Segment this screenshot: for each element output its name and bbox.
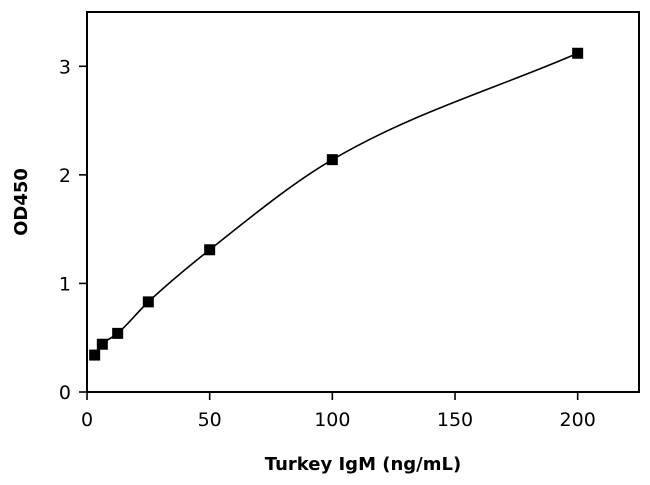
x-tick-label: 0 [81, 409, 93, 431]
data-point [89, 349, 101, 361]
data-point [326, 154, 338, 166]
data-points [89, 47, 584, 361]
x-axis-ticks: 0 50 100 150 200 [81, 392, 596, 431]
x-tick-label: 100 [314, 409, 350, 431]
fit-curve [94, 52, 578, 356]
data-point [142, 296, 154, 308]
x-axis-title: Turkey IgM (ng/mL) [265, 454, 461, 475]
plot-frame [86, 11, 640, 393]
y-tick-label: 3 [59, 56, 71, 78]
y-axis-ticks: 0 1 2 3 [59, 56, 87, 404]
data-point [572, 47, 584, 59]
x-tick-label: 50 [198, 409, 222, 431]
y-tick-label: 0 [59, 382, 71, 404]
y-tick-label: 2 [59, 165, 71, 187]
data-point [204, 244, 216, 256]
x-tick-label: 200 [560, 409, 596, 431]
data-point [112, 327, 124, 339]
data-point [96, 338, 108, 350]
y-axis-title: OD450 [11, 168, 32, 236]
y-tick-label: 1 [59, 273, 71, 295]
x-tick-label: 150 [437, 409, 473, 431]
